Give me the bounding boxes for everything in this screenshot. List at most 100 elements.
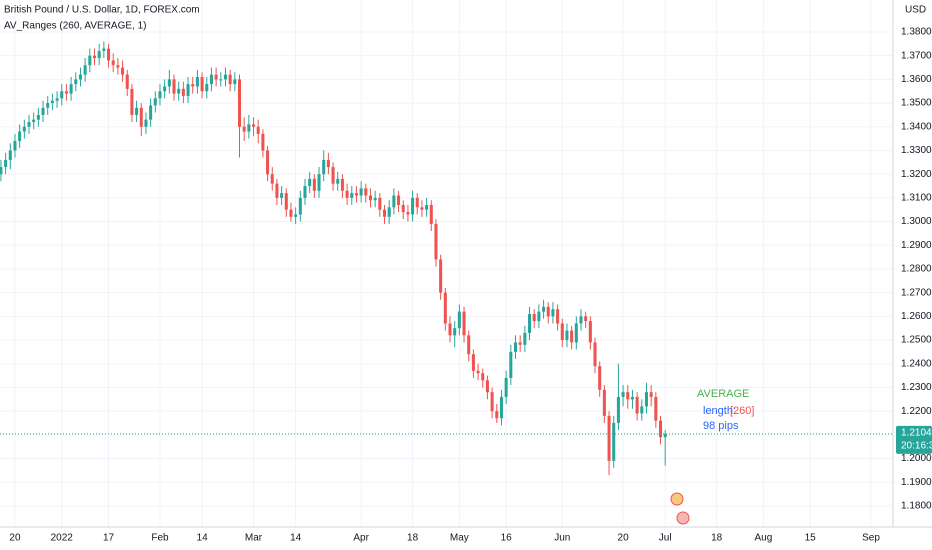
annotation-method: AVERAGE	[697, 388, 749, 400]
candle-body	[205, 84, 209, 92]
y-tick-label: 1.38000	[901, 27, 932, 38]
candle-body	[392, 195, 396, 208]
candle-body	[368, 195, 373, 201]
x-tick-label: 18	[711, 533, 723, 544]
candle-body	[378, 197, 382, 210]
y-tick-label: 1.28000	[901, 264, 932, 275]
y-tick-label: 1.30000	[901, 216, 932, 227]
candle-body	[397, 195, 401, 205]
y-tick-label: 1.23000	[901, 382, 932, 393]
candle-body	[490, 392, 494, 412]
x-tick-label: 14	[197, 533, 209, 544]
candle-body	[420, 207, 424, 210]
candle-body	[658, 420, 663, 438]
candle-body	[158, 91, 162, 99]
candle-body	[546, 306, 550, 317]
y-tick-label: 1.18000	[901, 501, 932, 512]
candle-body	[635, 396, 639, 414]
event-icons[interactable]	[670, 492, 690, 525]
event-icon[interactable]	[676, 511, 690, 525]
candle-body	[565, 330, 569, 341]
candle-body	[13, 140, 17, 151]
x-tick-label: 20	[9, 533, 21, 544]
candle-body	[41, 107, 45, 115]
x-tick-label: 18	[407, 533, 419, 544]
candle-body	[453, 328, 457, 336]
candle-body	[593, 342, 597, 367]
bar-countdown: 20:16:32	[901, 440, 932, 451]
candle-body	[532, 313, 536, 322]
candle-body	[50, 100, 54, 104]
y-tick-label: 1.26000	[901, 311, 932, 322]
x-tick-label: 16	[501, 533, 513, 544]
candle-body	[209, 74, 213, 85]
candle-body	[499, 396, 503, 419]
candle-body	[518, 342, 522, 345]
candle-body	[476, 370, 480, 374]
candle-body	[284, 193, 288, 210]
candle-body	[130, 88, 134, 115]
candle-body	[121, 67, 125, 75]
y-tick-label: 1.33000	[901, 145, 932, 156]
candle-body	[60, 91, 64, 99]
candle-body	[233, 79, 237, 85]
candle-body	[401, 204, 405, 213]
candle-body	[570, 330, 574, 343]
x-tick-label: 20	[618, 533, 630, 544]
candle-body	[649, 392, 653, 397]
candle-body	[78, 74, 82, 80]
candle-body	[425, 204, 429, 210]
candle-body	[467, 335, 471, 355]
candle-body	[326, 159, 330, 168]
candle-body	[92, 55, 97, 59]
candle-body	[607, 415, 611, 461]
candle-body	[8, 150, 12, 160]
candle-body	[280, 193, 284, 198]
y-tick-label: 1.31000	[901, 193, 932, 204]
x-tick-label: May	[450, 533, 469, 544]
candle-body	[223, 74, 227, 80]
annotation-length-label: length:	[703, 405, 736, 417]
candle-body	[560, 323, 564, 341]
y-tick-label: 1.22000	[901, 406, 932, 417]
candle-body	[317, 174, 321, 191]
candle-body	[350, 193, 354, 198]
currency-label: USD	[905, 5, 926, 16]
candle-body	[22, 126, 26, 132]
y-tick-label: 1.27000	[901, 287, 932, 298]
candle-body	[36, 114, 40, 120]
annotation-pips: 98 pips	[703, 420, 739, 432]
candle-body	[644, 392, 648, 407]
x-tick-label: Sep	[862, 533, 880, 544]
candle-body	[191, 84, 195, 87]
y-tick-label: 1.25000	[901, 335, 932, 346]
candle-body	[97, 50, 101, 59]
candle-body	[256, 126, 260, 134]
y-tick-label: 1.20000	[901, 453, 932, 464]
candle-body	[55, 98, 59, 101]
y-tick-label: 1.37000	[901, 50, 932, 61]
candle-body	[485, 380, 489, 393]
candle-body	[542, 306, 546, 312]
candle-body	[588, 321, 592, 343]
candle-body	[237, 79, 242, 127]
candle-body	[382, 209, 387, 217]
y-tick-label: 1.32000	[901, 169, 932, 180]
y-tick-label: 1.19000	[901, 477, 932, 488]
candle-body	[556, 309, 560, 324]
candle-body	[0, 167, 3, 175]
candle-body	[364, 188, 368, 196]
candle-body	[125, 74, 129, 89]
candle-body	[139, 107, 143, 127]
candle-body	[270, 174, 274, 184]
candle-body	[612, 422, 616, 461]
candle-body	[219, 79, 223, 81]
candle-body	[331, 167, 335, 184]
candle-body	[354, 193, 358, 196]
candle-body	[69, 84, 73, 94]
candle-body	[261, 133, 265, 151]
candle-body	[602, 389, 606, 416]
event-icon[interactable]	[670, 492, 684, 506]
candle-body	[462, 311, 466, 336]
